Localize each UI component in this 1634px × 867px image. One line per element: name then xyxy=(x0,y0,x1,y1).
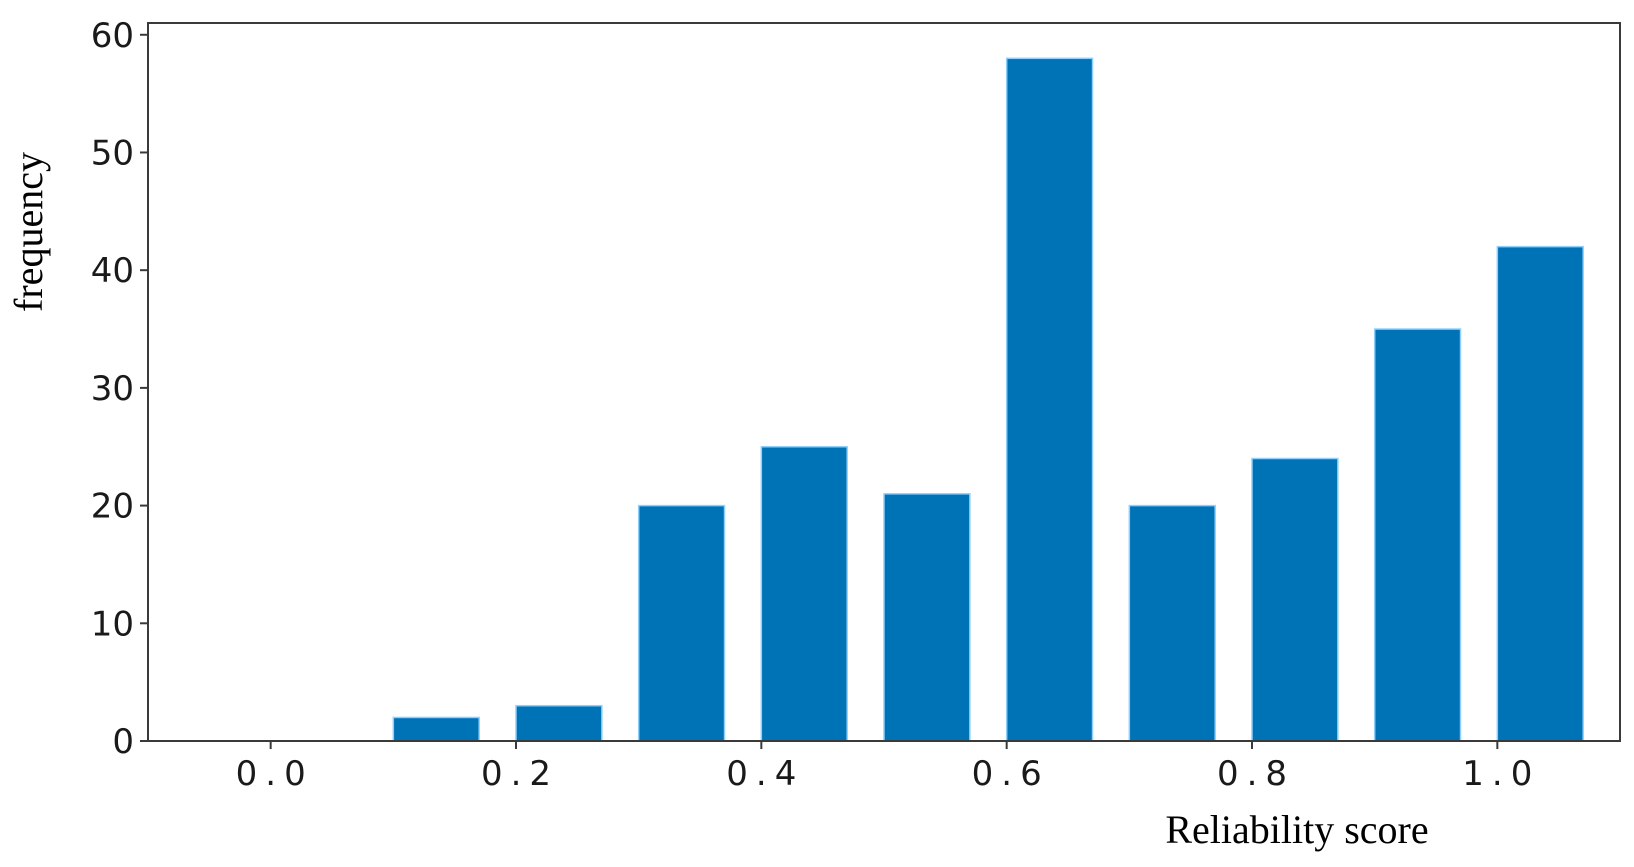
bar-2 xyxy=(515,704,603,742)
bar-9 xyxy=(1373,328,1462,742)
y-tick-label-0: 0 xyxy=(112,722,134,762)
plot-frame xyxy=(147,22,1621,742)
bar-3 xyxy=(637,504,726,742)
bar-4 xyxy=(760,445,848,742)
y-tick-label-20: 20 xyxy=(91,487,134,527)
x-tick-label-2: 0.4 xyxy=(726,754,804,794)
x-tick-label-0: 0.0 xyxy=(236,754,314,794)
x-tick-label-5: 1.0 xyxy=(1462,754,1540,794)
x-tick-label-4: 0.8 xyxy=(1217,754,1295,794)
y-tick-label-50: 50 xyxy=(91,133,134,173)
bar-5 xyxy=(883,493,971,742)
bar-7 xyxy=(1128,504,1216,742)
y-tick-label-10: 10 xyxy=(91,604,134,644)
y-tick-label-40: 40 xyxy=(91,251,134,291)
bar-8 xyxy=(1251,457,1339,742)
x-tick-label-3: 0.6 xyxy=(972,754,1050,794)
y-tick-label-30: 30 xyxy=(91,369,134,409)
bar-6 xyxy=(1005,57,1094,742)
y-axis-title: frequency xyxy=(6,152,51,312)
x-tick-label-1: 0.2 xyxy=(481,754,559,794)
y-axis: 0 10 20 30 40 50 60 xyxy=(91,16,148,762)
bar-1 xyxy=(392,716,480,742)
x-axis: 0.0 0.2 0.4 0.6 0.8 1.0 xyxy=(236,741,1540,794)
x-axis-title: Reliability score xyxy=(1165,807,1428,852)
bars-group xyxy=(392,57,1584,742)
y-tick-label-60: 60 xyxy=(91,16,134,56)
bar-10 xyxy=(1496,245,1584,742)
